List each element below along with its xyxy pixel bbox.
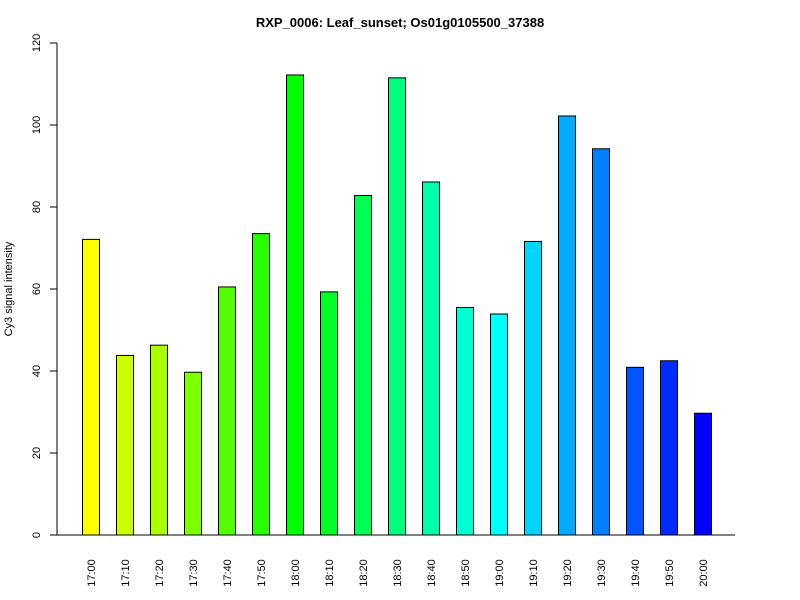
y-tick-label: 120 (31, 34, 43, 52)
bar-1830 (388, 77, 406, 536)
x-tick-label: 18:50 (460, 559, 472, 587)
y-tick-label: 60 (31, 283, 43, 295)
x-tick-labels: 17:00 17:10 17:20 17:30 17:40 17:50 18:00 18:10… (86, 559, 710, 587)
y-ticks: 0 20 40 60 80 100 120 (31, 34, 57, 538)
x-tick-label: 19:40 (630, 559, 642, 587)
x-tick-label: 19:50 (664, 559, 676, 587)
x-tick-label: 18:10 (324, 559, 336, 587)
bars (82, 74, 712, 536)
bar-1930 (592, 148, 610, 536)
bar-1940 (626, 366, 644, 536)
x-tick-label: 18:20 (358, 559, 370, 587)
bar-1800 (286, 74, 304, 536)
y-tick-label: 100 (31, 116, 43, 134)
bar-1850 (456, 306, 474, 536)
x-tick-label: 17:20 (154, 559, 166, 587)
y-tick-label: 20 (31, 447, 43, 459)
bar-1950 (660, 360, 678, 536)
x-tick-label: 19:20 (562, 559, 574, 587)
x-tick-label: 19:30 (596, 559, 608, 587)
x-tick-label: 18:00 (290, 559, 302, 587)
y-axis-label: Cy3 signal intensity (3, 241, 15, 336)
bar-1910 (524, 240, 542, 536)
bar-1750 (252, 233, 270, 536)
bar-2000 (694, 412, 712, 536)
bar-1840 (422, 181, 440, 536)
bar-1740 (218, 286, 236, 536)
x-tick-label: 17:30 (188, 559, 200, 587)
bar-1900 (490, 313, 508, 536)
bar-1920 (558, 115, 576, 536)
x-tick-label: 18:40 (426, 559, 438, 587)
x-tick-label: 17:40 (222, 559, 234, 587)
bar-1710 (116, 354, 134, 536)
x-tick-label: 18:30 (392, 559, 404, 587)
bar-1720 (150, 344, 168, 536)
x-tick-label: 17:50 (256, 559, 268, 587)
chart-title: RXP_0006: Leaf_sunset; Os01g0105500_3738… (256, 15, 544, 30)
bar-1820 (354, 195, 372, 536)
x-tick-label: 19:10 (528, 559, 540, 587)
x-tick-label: 20:00 (698, 559, 710, 587)
y-tick-label: 0 (31, 532, 43, 538)
y-tick-label: 40 (31, 365, 43, 377)
bar-1730 (184, 371, 202, 536)
x-tick-label: 19:00 (494, 559, 506, 587)
x-tick-label: 17:00 (86, 559, 98, 587)
bar-1810 (320, 291, 338, 536)
x-tick-label: 17:10 (120, 559, 132, 587)
y-tick-label: 80 (31, 201, 43, 213)
bar-1700 (82, 238, 100, 536)
